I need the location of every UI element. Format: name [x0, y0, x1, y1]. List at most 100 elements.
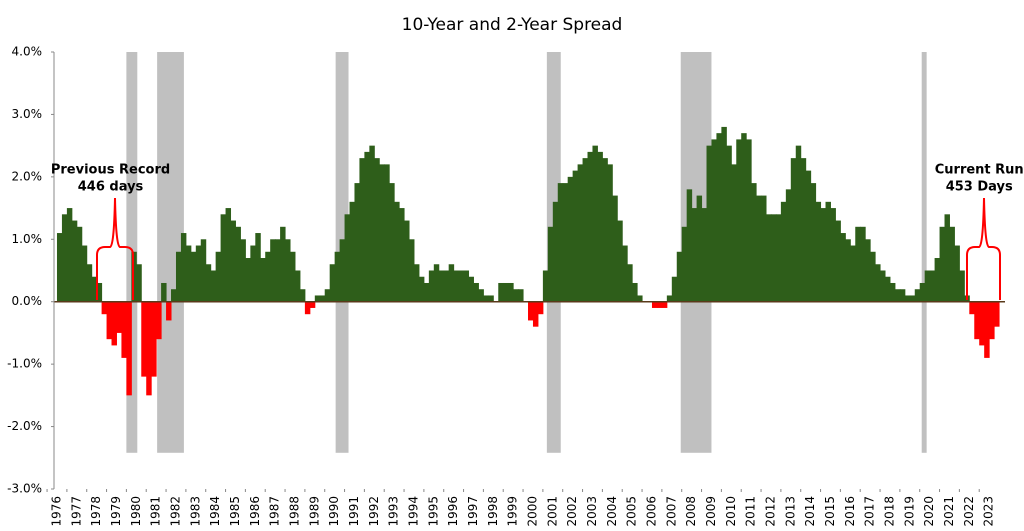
spread-column [592, 145, 598, 302]
x-tick-label: 1982 [168, 496, 182, 527]
x-tick-label: 1978 [89, 496, 103, 527]
x-tick-label: 1979 [109, 496, 123, 527]
spread-column [195, 245, 202, 302]
spread-column [324, 289, 331, 302]
spread-column [319, 295, 326, 302]
spread-column [156, 301, 162, 340]
spread-column [686, 189, 693, 302]
spread-column [349, 201, 355, 302]
spread-column [498, 282, 504, 302]
spread-column [399, 208, 405, 302]
y-tick-label: -2.0% [7, 419, 42, 433]
spread-column [617, 220, 623, 302]
x-tick-label: 2022 [962, 496, 976, 527]
spread-column [394, 201, 400, 302]
spread-column [166, 301, 172, 321]
spread-column [547, 226, 554, 302]
spread-column [934, 258, 941, 302]
spread-column [731, 164, 737, 302]
spread-column [726, 145, 732, 302]
x-tick-label: 1990 [327, 496, 341, 527]
spread-column [770, 214, 777, 302]
spread-column [205, 264, 212, 302]
spread-column [294, 270, 301, 302]
spread-column [91, 276, 98, 302]
x-tick-label: 2000 [525, 496, 539, 527]
spread-column [61, 214, 68, 302]
y-tick-label: 1.0% [12, 232, 43, 246]
spread-column [974, 301, 980, 340]
x-tick-label: 2006 [644, 496, 658, 527]
spread-column [830, 208, 836, 302]
spread-column [111, 301, 117, 346]
spread-column [280, 226, 286, 302]
spread-column [448, 264, 455, 302]
spread-column [612, 195, 618, 302]
chart-title: 10-Year and 2-Year Spread [402, 15, 623, 35]
x-tick-label: 2023 [982, 496, 996, 527]
x-tick-label: 1995 [426, 496, 440, 527]
x-tick-label: 2020 [922, 496, 936, 527]
spread-column [691, 208, 698, 302]
spread-column [423, 282, 430, 302]
x-tick-label: 1981 [149, 496, 163, 527]
spread-column [304, 301, 311, 315]
spread-column [180, 233, 187, 302]
spread-column [171, 289, 177, 302]
spread-column [290, 251, 296, 302]
spread-column [230, 220, 236, 302]
spread-column [746, 139, 752, 302]
x-tick-label: 2019 [902, 496, 916, 527]
x-tick-label: 1988 [287, 496, 301, 527]
spread-column [518, 289, 524, 302]
x-tick-label: 1983 [188, 496, 202, 527]
spread-column [632, 282, 638, 302]
spread-column [875, 264, 881, 302]
spread-column [567, 176, 574, 302]
spread-column [939, 226, 946, 302]
x-tick-label: 2010 [724, 496, 738, 527]
spread-column [562, 183, 569, 302]
spread-column [651, 301, 658, 308]
spread-column [483, 295, 489, 302]
spread-column [161, 282, 167, 302]
spread-column [711, 139, 717, 302]
spread-column [250, 245, 256, 302]
spread-column [314, 295, 321, 302]
spread-column [76, 226, 83, 302]
spread-column [736, 139, 742, 302]
spread-column [190, 251, 197, 302]
spread-column [557, 183, 564, 302]
spread-column [994, 301, 1000, 327]
spread-column [751, 183, 757, 302]
y-tick-label: 2.0% [12, 169, 43, 183]
spread-column [860, 226, 866, 302]
spread-column [850, 245, 856, 302]
x-tick-label: 2012 [763, 496, 777, 527]
x-tick-label: 2021 [942, 496, 956, 527]
spread-column [175, 251, 182, 302]
spread-column [666, 295, 673, 302]
spread-column [235, 226, 241, 302]
spread-column [914, 289, 921, 302]
area-layer [56, 126, 1000, 396]
x-tick-label: 2005 [625, 496, 639, 527]
spread-column [245, 258, 251, 302]
spread-column [989, 301, 995, 340]
spread-column [587, 151, 593, 302]
spread-column [627, 264, 633, 302]
spread-column [488, 295, 494, 302]
spread-column [453, 270, 460, 302]
spread-column [552, 201, 559, 302]
x-tick-label: 1985 [228, 496, 242, 527]
spread-column [766, 214, 772, 302]
spread-column [825, 201, 831, 302]
spread-column [775, 214, 782, 302]
spread-column [542, 270, 549, 302]
spread-column [810, 183, 817, 302]
x-tick-label: 2003 [585, 496, 599, 527]
spread-column [706, 145, 712, 302]
spread-column [513, 289, 519, 302]
spread-column [979, 301, 985, 346]
spread-column [795, 145, 802, 302]
